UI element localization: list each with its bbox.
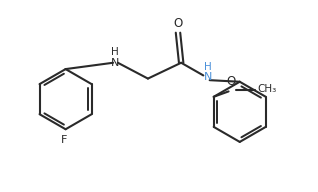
Text: F: F [61,135,67,145]
Text: N: N [204,72,212,82]
Text: O: O [226,75,236,88]
Text: H: H [111,47,119,57]
Text: N: N [110,58,119,68]
Text: CH₃: CH₃ [257,84,276,94]
Text: O: O [173,17,183,30]
Text: H: H [204,62,212,72]
